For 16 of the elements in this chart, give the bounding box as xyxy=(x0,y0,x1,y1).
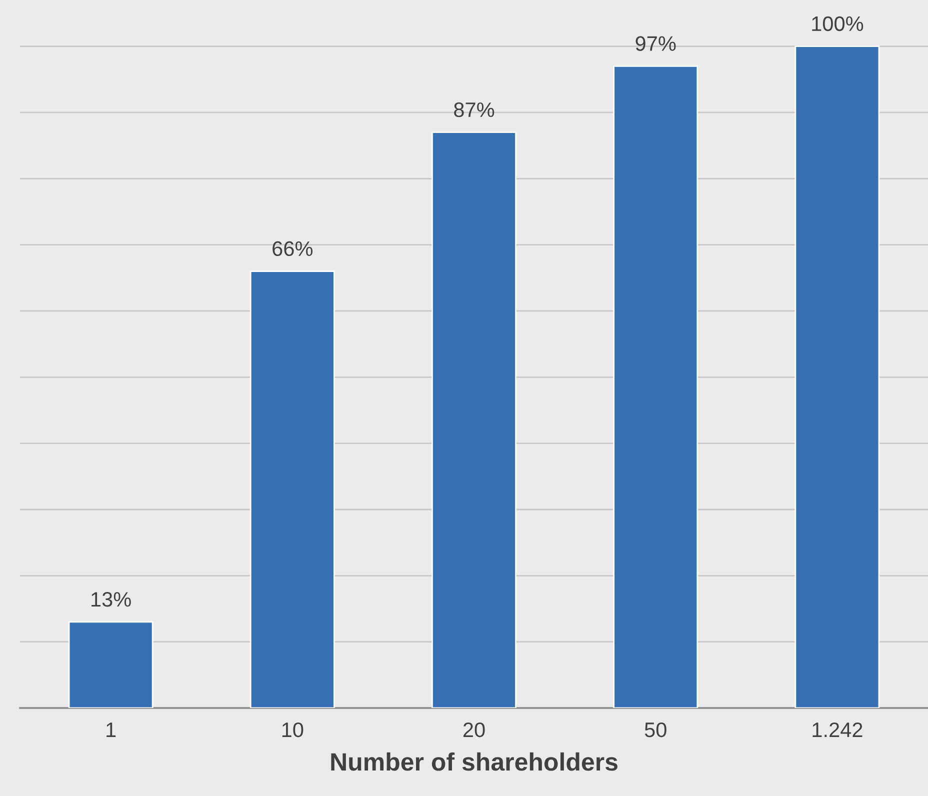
data-label: 66% xyxy=(272,241,313,256)
data-label: 13% xyxy=(92,592,131,607)
data-label: 100% xyxy=(812,16,864,32)
data-label: 87% xyxy=(454,102,494,118)
bar xyxy=(68,621,154,708)
bar xyxy=(613,65,698,708)
x-tick-label: 20 xyxy=(463,722,485,738)
x-tick-label: 50 xyxy=(644,722,666,738)
x-tick-label: 10 xyxy=(282,722,304,738)
bar xyxy=(794,46,880,708)
x-axis-title: Number of shareholders xyxy=(331,752,618,771)
data-label: 97% xyxy=(636,36,676,51)
x-tick-label: 1.242 xyxy=(812,722,862,737)
x-tick-label: 1 xyxy=(106,722,116,737)
bar xyxy=(250,270,335,708)
bar xyxy=(432,132,516,708)
